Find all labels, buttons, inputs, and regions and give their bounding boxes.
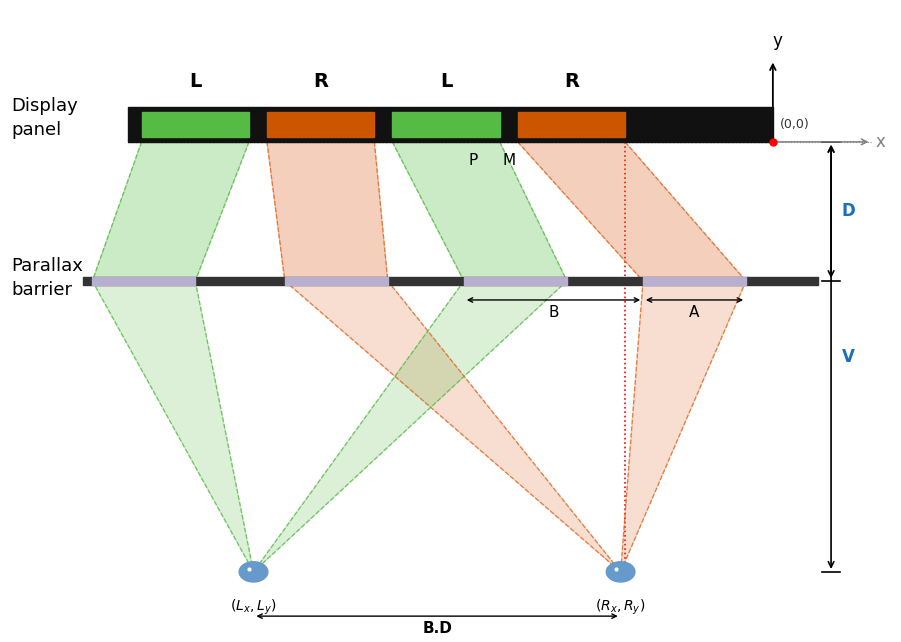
Polygon shape <box>253 281 567 572</box>
Bar <box>84 277 817 286</box>
Text: L: L <box>440 73 452 91</box>
Circle shape <box>606 562 635 582</box>
Polygon shape <box>392 142 567 281</box>
Polygon shape <box>92 142 249 281</box>
Text: Display
panel: Display panel <box>12 98 78 139</box>
Text: A: A <box>689 305 700 320</box>
Bar <box>141 112 249 137</box>
Polygon shape <box>621 281 746 572</box>
Text: V: V <box>842 348 855 366</box>
Bar <box>267 112 375 137</box>
Text: R: R <box>314 73 328 91</box>
Bar <box>643 277 746 286</box>
Text: $(R_x, R_y)$: $(R_x, R_y)$ <box>596 598 646 617</box>
Text: D: D <box>842 202 856 220</box>
Text: P: P <box>469 153 478 168</box>
Text: y: y <box>772 32 782 50</box>
Polygon shape <box>518 142 746 281</box>
Text: x: x <box>876 133 886 151</box>
Bar <box>128 107 773 142</box>
Circle shape <box>239 562 268 582</box>
Bar <box>285 277 387 286</box>
Bar <box>92 277 196 286</box>
Text: (0,0): (0,0) <box>780 117 810 130</box>
Polygon shape <box>285 281 621 572</box>
Text: $(L_x, L_y)$: $(L_x, L_y)$ <box>231 598 277 617</box>
Text: B.D: B.D <box>423 621 452 636</box>
Bar <box>518 112 625 137</box>
Bar <box>464 277 567 286</box>
Bar <box>392 112 500 137</box>
Text: M: M <box>502 153 515 168</box>
Polygon shape <box>92 281 253 572</box>
Text: R: R <box>564 73 578 91</box>
Text: Parallax
barrier: Parallax barrier <box>12 257 84 299</box>
Polygon shape <box>267 142 387 281</box>
Text: B: B <box>548 305 559 320</box>
Text: L: L <box>189 73 202 91</box>
